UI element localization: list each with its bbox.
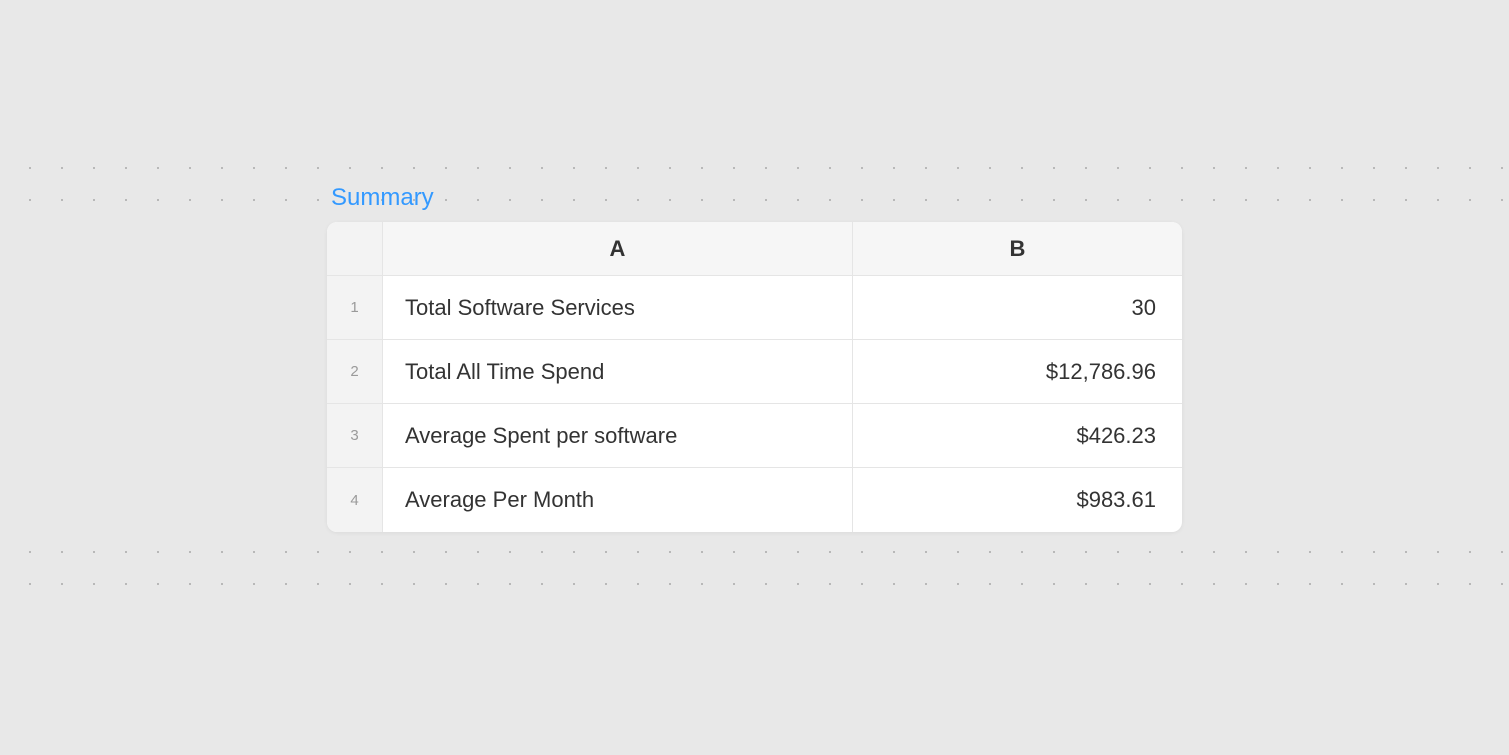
cell-b2[interactable]: $12,786.96: [853, 340, 1182, 404]
row-header-2[interactable]: 2: [327, 340, 383, 404]
cell-a1[interactable]: Total Software Services: [383, 276, 853, 340]
row-header-3[interactable]: 3: [327, 404, 383, 468]
column-header-a[interactable]: A: [383, 222, 853, 276]
table-row: 1 Total Software Services 30: [327, 276, 1182, 340]
table-row: 3 Average Spent per software $426.23: [327, 404, 1182, 468]
table-title: Summary: [327, 184, 1182, 212]
dotted-grid-bottom: [0, 522, 1509, 612]
table-row: 4 Average Per Month $983.61: [327, 468, 1182, 532]
table-row: 2 Total All Time Spend $12,786.96: [327, 340, 1182, 404]
cell-b1[interactable]: 30: [853, 276, 1182, 340]
cell-a4[interactable]: Average Per Month: [383, 468, 853, 532]
cell-a3[interactable]: Average Spent per software: [383, 404, 853, 468]
cell-b3[interactable]: $426.23: [853, 404, 1182, 468]
column-corner[interactable]: [327, 222, 383, 276]
row-header-1[interactable]: 1: [327, 276, 383, 340]
cell-a2[interactable]: Total All Time Spend: [383, 340, 853, 404]
row-header-4[interactable]: 4: [327, 468, 383, 532]
summary-spreadsheet: Summary A B 1 Total Software Services 30…: [327, 184, 1182, 532]
summary-table: A B 1 Total Software Services 30 2 Total…: [327, 222, 1182, 532]
cell-b4[interactable]: $983.61: [853, 468, 1182, 532]
column-header-b[interactable]: B: [853, 222, 1182, 276]
